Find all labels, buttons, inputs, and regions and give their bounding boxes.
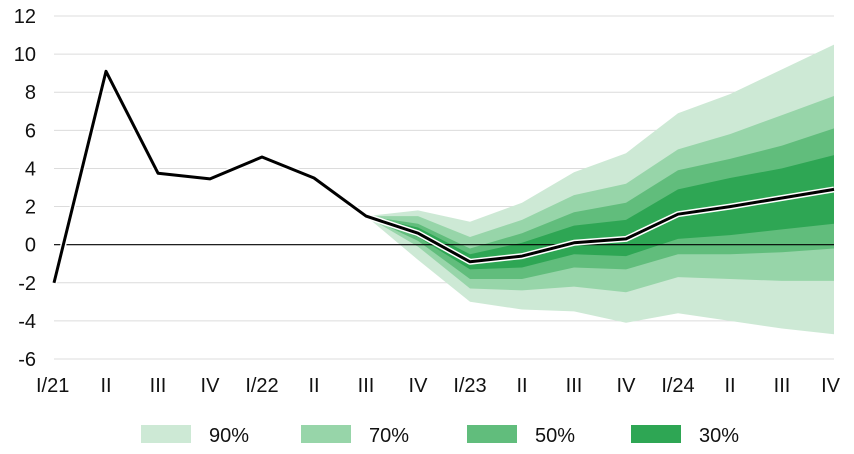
x-tick-label: IV — [617, 375, 637, 397]
x-tick-label: I/23 — [453, 375, 486, 397]
x-tick-label: I/22 — [245, 375, 278, 397]
fan-bands — [366, 44, 834, 335]
y-tick-label: -4 — [18, 311, 36, 333]
fan-band-30pct — [366, 155, 834, 270]
legend-label: 50% — [535, 425, 575, 447]
x-tick-label: II — [100, 375, 111, 397]
legend-label: 90% — [209, 425, 249, 447]
x-tick-label: III — [566, 375, 583, 397]
legend-label: 30% — [699, 425, 739, 447]
y-tick-label: 12 — [14, 6, 36, 28]
x-tick-label: II — [724, 375, 735, 397]
legend-swatch — [467, 425, 517, 443]
y-tick-label: -2 — [18, 273, 36, 295]
y-tick-label: 8 — [25, 82, 36, 104]
x-tick-label: I/21 — [36, 375, 69, 397]
x-tick-label: III — [150, 375, 167, 397]
y-tick-label: 4 — [25, 158, 36, 180]
series-line — [52, 69, 835, 284]
x-tick-label: III — [358, 375, 375, 397]
y-axis-ticks: -6 -4 -2 0 2 4 6 8 10 12 — [14, 6, 36, 371]
x-tick-label: III — [774, 375, 791, 397]
x-axis-ticks: I/21 II III IV I/22 II III IV I/23 II III IV I/24 II I… — [36, 375, 841, 397]
x-tick-label: IV — [821, 375, 841, 397]
legend-swatch — [301, 425, 351, 443]
gridlines — [54, 15, 834, 360]
legend: 90% 70% 50% 30% — [141, 425, 739, 447]
legend-swatch — [631, 425, 681, 443]
y-tick-label: 2 — [25, 197, 36, 219]
x-tick-label: I/24 — [661, 375, 694, 397]
series-lines — [51, 68, 835, 284]
x-tick-label: IV — [409, 375, 429, 397]
fan-band-50pct — [366, 128, 834, 279]
x-tick-label: IV — [201, 375, 221, 397]
y-tick-label: 6 — [25, 120, 36, 142]
legend-label: 70% — [369, 425, 409, 447]
y-tick-label: -6 — [18, 349, 36, 371]
y-tick-label: 10 — [14, 44, 36, 66]
x-tick-label: II — [516, 375, 527, 397]
y-tick-label: 0 — [25, 235, 36, 257]
x-tick-label: II — [308, 375, 319, 397]
legend-swatch — [141, 425, 191, 443]
